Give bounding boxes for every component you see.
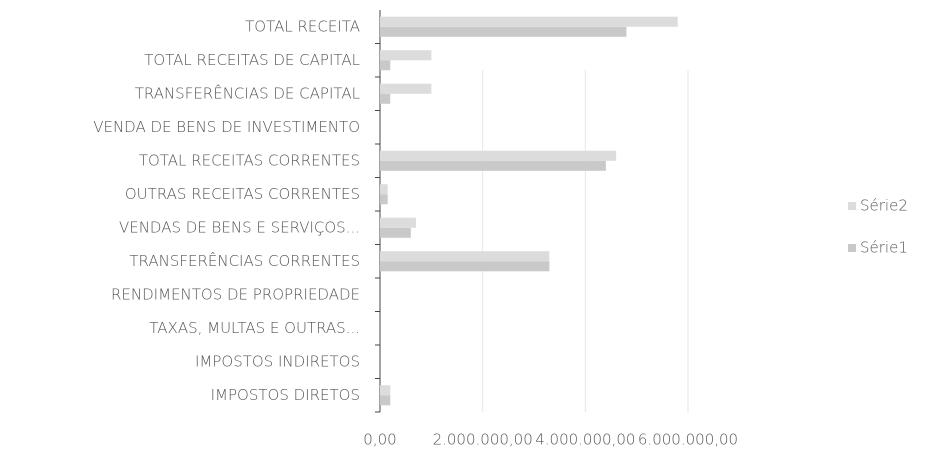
bar (380, 150, 617, 161)
x-tick-label: 2.000.000,00 (433, 431, 533, 449)
bar (380, 194, 388, 205)
bar (380, 83, 432, 94)
y-tick-label: RENDIMENTOS DE PROPRIEDADE (111, 285, 360, 303)
bar (380, 217, 416, 228)
bar (380, 385, 391, 396)
y-tick-label: TOTAL RECEITA (245, 17, 360, 35)
bar (380, 184, 388, 195)
y-tick-label: TRANSFERÊNCIAS DE CAPITAL (135, 83, 360, 102)
bar (380, 395, 391, 406)
bar (380, 16, 678, 27)
y-tick-label: VENDA DE BENS DE INVESTIMENTO (93, 118, 360, 136)
y-tick-label: VENDAS DE BENS E SERVIÇOS... (119, 218, 360, 236)
bar (380, 93, 391, 104)
bar (380, 227, 411, 238)
bar (380, 261, 550, 272)
bar (380, 60, 391, 71)
y-tick-label: TOTAL RECEITAS DE CAPITAL (144, 51, 360, 69)
y-tick-label: TOTAL RECEITAS CORRENTES (139, 151, 360, 169)
y-tick-label: IMPOSTOS DIRETOS (211, 386, 360, 404)
y-tick-label: OUTRAS RECEITAS CORRENTES (125, 185, 360, 203)
bar (380, 50, 432, 61)
legend-label: Série2 (860, 197, 908, 215)
y-tick-label: TRANSFERÊNCIAS CORRENTES (129, 251, 360, 270)
legend-swatch (848, 202, 856, 210)
bar (380, 26, 627, 37)
bar (380, 160, 606, 171)
bar (380, 251, 550, 262)
x-tick-label: 6.000.000,00 (638, 431, 738, 449)
y-tick-label: IMPOSTOS INDIRETOS (195, 352, 360, 370)
y-tick-label: TAXAS, MULTAS E OUTRAS... (149, 319, 360, 337)
x-tick-label: 4.000.000,00 (535, 431, 635, 449)
x-tick-label: 0,00 (363, 431, 396, 449)
legend-label: Série1 (860, 239, 908, 257)
legend-swatch (848, 244, 856, 252)
